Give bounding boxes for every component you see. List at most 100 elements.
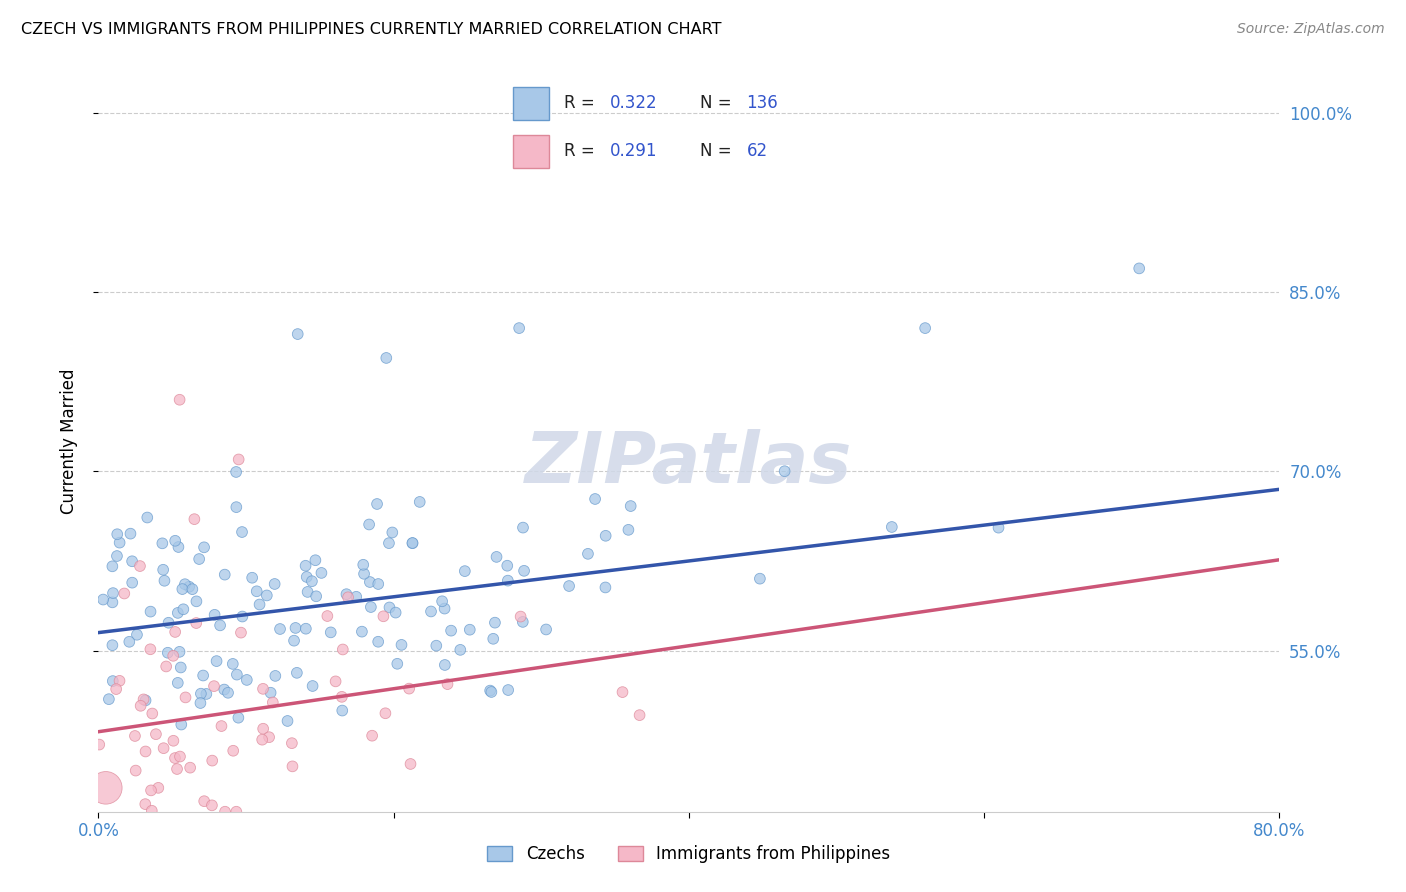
Point bbox=[169, 392, 191, 407]
Point bbox=[513, 564, 536, 578]
Point bbox=[264, 669, 287, 683]
Point bbox=[145, 727, 167, 741]
Point bbox=[366, 497, 388, 511]
Point bbox=[449, 643, 471, 657]
Point bbox=[169, 645, 191, 659]
Point bbox=[193, 541, 215, 555]
Point bbox=[250, 732, 273, 747]
Point bbox=[436, 677, 458, 691]
Point bbox=[301, 574, 323, 589]
Point bbox=[378, 600, 401, 615]
Point bbox=[295, 622, 318, 636]
Point bbox=[373, 609, 395, 624]
Point bbox=[231, 609, 253, 624]
Point bbox=[174, 577, 197, 591]
Point bbox=[186, 594, 208, 608]
Point bbox=[257, 730, 280, 744]
Point bbox=[534, 623, 557, 637]
Point bbox=[205, 654, 228, 668]
Point bbox=[174, 690, 197, 705]
Point bbox=[512, 520, 534, 534]
Point bbox=[212, 682, 235, 697]
Point bbox=[409, 495, 432, 509]
Point bbox=[101, 586, 124, 600]
Point bbox=[231, 524, 253, 539]
Point bbox=[188, 552, 211, 566]
Point bbox=[330, 704, 353, 718]
Point bbox=[440, 624, 463, 638]
Point bbox=[880, 520, 903, 534]
Point bbox=[425, 639, 447, 653]
Point bbox=[105, 549, 128, 563]
Point bbox=[617, 523, 640, 537]
Point bbox=[398, 681, 420, 696]
Point bbox=[129, 698, 152, 713]
Point bbox=[105, 527, 128, 541]
Point bbox=[124, 729, 146, 743]
Point bbox=[141, 804, 163, 818]
Point bbox=[169, 749, 191, 764]
Point bbox=[121, 554, 143, 568]
Point bbox=[101, 595, 124, 609]
Point bbox=[150, 536, 173, 550]
Point bbox=[337, 591, 360, 605]
Point bbox=[228, 711, 250, 725]
Point bbox=[135, 744, 157, 758]
Y-axis label: Currently Married: Currently Married bbox=[59, 368, 77, 515]
Text: R =: R = bbox=[564, 142, 600, 161]
Point bbox=[153, 574, 176, 588]
Point bbox=[217, 686, 239, 700]
Point bbox=[228, 452, 250, 467]
Point bbox=[132, 692, 155, 706]
Point bbox=[91, 592, 114, 607]
Point bbox=[375, 351, 398, 365]
Point bbox=[112, 586, 135, 600]
Point bbox=[214, 567, 236, 582]
Point bbox=[170, 717, 193, 731]
Point bbox=[914, 321, 936, 335]
Point bbox=[214, 805, 236, 819]
Point bbox=[987, 521, 1010, 535]
Text: 62: 62 bbox=[747, 142, 768, 161]
Point bbox=[222, 657, 245, 671]
Point bbox=[181, 582, 204, 596]
Bar bbox=[513, 136, 550, 168]
Point bbox=[319, 625, 342, 640]
Point bbox=[496, 574, 519, 588]
Point bbox=[485, 549, 508, 564]
Text: N =: N = bbox=[700, 142, 742, 161]
Point bbox=[190, 687, 212, 701]
Point bbox=[330, 690, 353, 704]
Point bbox=[108, 535, 131, 549]
Point bbox=[297, 585, 319, 599]
Point bbox=[240, 571, 263, 585]
Point bbox=[249, 598, 271, 612]
Text: ZIPatlas: ZIPatlas bbox=[526, 429, 852, 499]
Point bbox=[179, 580, 201, 594]
Point bbox=[281, 759, 304, 773]
Point bbox=[374, 706, 396, 721]
Point bbox=[148, 780, 170, 795]
Legend: Czechs, Immigrants from Philippines: Czechs, Immigrants from Philippines bbox=[481, 838, 897, 870]
Point bbox=[229, 625, 252, 640]
Point bbox=[108, 673, 131, 688]
Point bbox=[263, 577, 285, 591]
Point bbox=[172, 582, 194, 596]
Point bbox=[359, 517, 381, 532]
Point bbox=[276, 714, 298, 728]
Point bbox=[97, 692, 120, 706]
Point bbox=[166, 762, 188, 776]
Point bbox=[401, 536, 423, 550]
Text: 0.322: 0.322 bbox=[610, 94, 658, 112]
Point bbox=[262, 695, 284, 709]
Point bbox=[162, 648, 184, 663]
Point bbox=[125, 764, 148, 778]
Point bbox=[620, 499, 643, 513]
Point bbox=[285, 665, 308, 680]
Point bbox=[157, 615, 180, 630]
Point bbox=[118, 634, 141, 648]
Point bbox=[294, 558, 316, 573]
Text: CZECH VS IMMIGRANTS FROM PHILIPPINES CURRENTLY MARRIED CORRELATION CHART: CZECH VS IMMIGRANTS FROM PHILIPPINES CUR… bbox=[21, 22, 721, 37]
Point bbox=[101, 638, 124, 652]
Point bbox=[193, 794, 215, 808]
